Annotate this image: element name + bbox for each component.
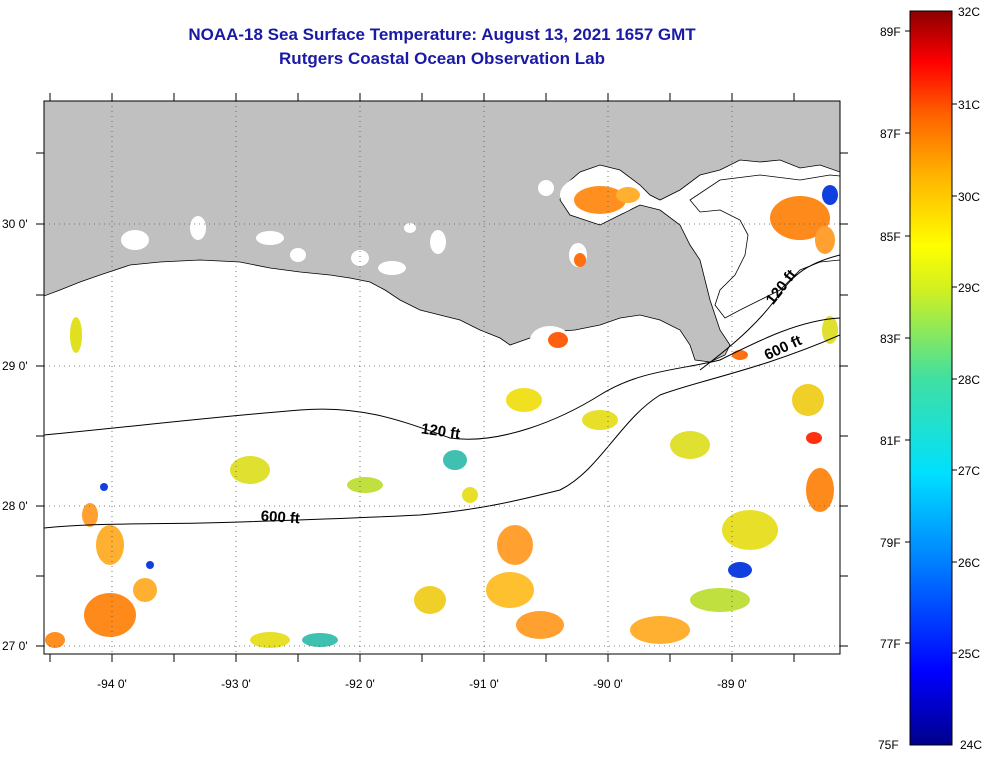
- map-subtitle: Rutgers Coastal Ocean Observation Lab: [279, 49, 605, 68]
- colorbar-label-c: 32C: [958, 5, 981, 19]
- axis-ticks: [36, 93, 848, 662]
- colorbar-label-f: 85F: [880, 230, 901, 244]
- colorbar-label-c: 31C: [958, 98, 981, 112]
- colorbar-label-c: 24C: [960, 738, 983, 752]
- colorbar: [909, 10, 953, 746]
- colorbar-label-f: 81F: [880, 434, 901, 448]
- lake: [290, 248, 306, 262]
- lon-label: -93 0': [221, 677, 251, 691]
- lake: [538, 180, 554, 196]
- lake: [190, 216, 206, 240]
- colorbar-label-c: 29C: [958, 281, 981, 295]
- colorbar-label-f: 87F: [880, 127, 901, 141]
- lon-label: -92 0': [345, 677, 375, 691]
- map-title: NOAA-18 Sea Surface Temperature: August …: [188, 25, 696, 44]
- colorbar-label-c: 27C: [958, 464, 981, 478]
- colorbar-label-c: 26C: [958, 556, 981, 570]
- lon-label: -90 0': [593, 677, 623, 691]
- lake: [430, 230, 446, 254]
- lat-label: 28 0': [2, 499, 28, 513]
- colorbar-label-c: 25C: [958, 647, 981, 661]
- lon-label: -94 0': [97, 677, 127, 691]
- lake: [378, 261, 406, 275]
- colorbar-label-f: 77F: [880, 637, 901, 651]
- lake: [121, 230, 149, 250]
- contour-120ft-east: [699, 254, 840, 371]
- colorbar-label-f: 75F: [878, 738, 899, 752]
- colorbar-label-f: 83F: [880, 332, 901, 346]
- colorbar-label-f: 79F: [880, 536, 901, 550]
- lake: [256, 231, 284, 245]
- sst-patches: [45, 185, 838, 648]
- contour-600ft: [44, 334, 840, 529]
- contour-120ft: [44, 317, 840, 440]
- lat-label: 30 0': [2, 217, 28, 231]
- contour-label-600ft: 600 ft: [260, 508, 300, 528]
- lake: [351, 250, 369, 266]
- colorbar-label-c: 28C: [958, 373, 981, 387]
- lake: [404, 223, 416, 233]
- colorbar-ticks: [905, 30, 957, 654]
- lat-label: 27 0': [2, 639, 28, 653]
- colorbar-label-f: 89F: [880, 25, 901, 39]
- contour-label-120ft: 120 ft: [420, 420, 461, 442]
- graticule: [44, 101, 840, 654]
- colorbar-label-c: 30C: [958, 190, 981, 204]
- lon-label: -91 0': [469, 677, 499, 691]
- map-border: [43, 100, 841, 655]
- lat-label: 29 0': [2, 359, 28, 373]
- lon-label: -89 0': [717, 677, 747, 691]
